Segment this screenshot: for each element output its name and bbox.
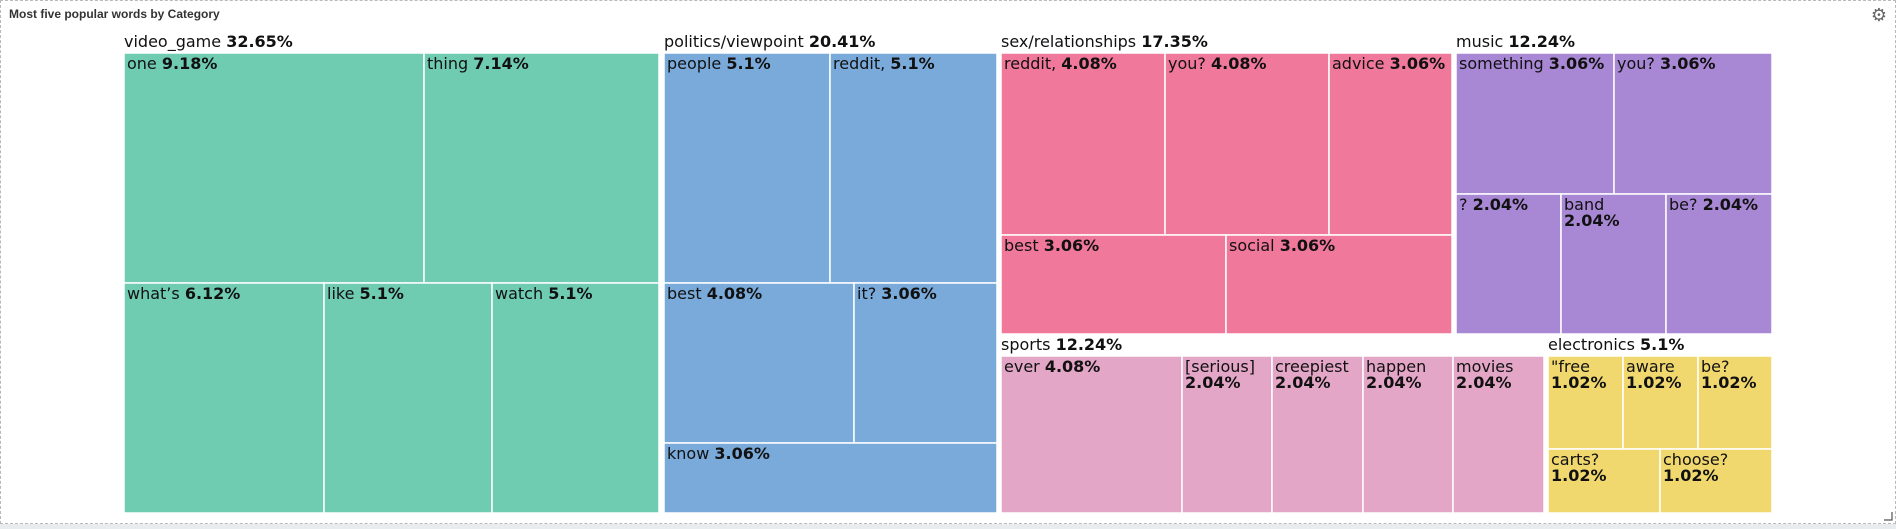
treemap-group-music: music 12.24% something 3.06% you? 3.06% ? 2… bbox=[1455, 32, 1773, 335]
treemap-tile-electronics-choose[interactable] bbox=[1659, 448, 1773, 514]
group-label-sports: sports 12.24% bbox=[1001, 335, 1122, 354]
tile-label-sex-relationships-social: social 3.06% bbox=[1229, 236, 1335, 255]
treemap-tile-sports-serious[interactable] bbox=[1181, 355, 1273, 514]
treemap-tile-music-be[interactable] bbox=[1665, 193, 1773, 335]
tile-label-video-game-one: one 9.18% bbox=[127, 54, 217, 73]
treemap-tile-politics-viewpoint-best[interactable] bbox=[663, 282, 855, 444]
group-label-sex-relationships: sex/relationships 17.35% bbox=[1001, 32, 1208, 51]
tile-label-music-item: ? 2.04% bbox=[1459, 195, 1528, 214]
tile-label-music-something: something 3.06% bbox=[1459, 54, 1604, 73]
tile-label-politics-viewpoint-it: it? 3.06% bbox=[857, 284, 937, 303]
treemap-tile-politics-viewpoint-it[interactable] bbox=[853, 282, 998, 444]
treemap-tile-video-game-like[interactable] bbox=[323, 282, 493, 514]
treemap-tile-video-game-watch[interactable] bbox=[491, 282, 660, 514]
treemap-tile-sex-relationships-best[interactable] bbox=[1000, 234, 1227, 335]
treemap-tile-electronics-aware[interactable] bbox=[1622, 355, 1699, 450]
group-label-music: music 12.24% bbox=[1456, 32, 1575, 51]
tile-label-video-game-like: like 5.1% bbox=[327, 284, 404, 303]
resize-handle-icon[interactable] bbox=[1883, 511, 1893, 521]
tile-label-sex-relationships-reddit: reddit, 4.08% bbox=[1004, 54, 1117, 73]
treemap-tile-sports-creepiest[interactable] bbox=[1271, 355, 1364, 514]
tile-label-politics-viewpoint-reddit: reddit, 5.1% bbox=[833, 54, 935, 73]
treemap-tile-music-you[interactable] bbox=[1613, 52, 1773, 195]
treemap-tile-sex-relationships-social[interactable] bbox=[1225, 234, 1453, 335]
tile-label-music-you: you? 3.06% bbox=[1617, 54, 1716, 73]
treemap-tile-sex-relationships-advice[interactable] bbox=[1328, 52, 1453, 236]
treemap-tile-politics-viewpoint-reddit[interactable] bbox=[829, 52, 998, 284]
treemap-tile-music-item[interactable] bbox=[1455, 193, 1562, 335]
tile-label-sex-relationships-advice: advice 3.06% bbox=[1332, 54, 1445, 73]
tile-label-electronics-be: be? 1.02% bbox=[1701, 357, 1757, 392]
tile-label-sports-ever: ever 4.08% bbox=[1004, 357, 1100, 376]
tile-label-politics-viewpoint-best: best 4.08% bbox=[667, 284, 762, 303]
panel-title: Most five popular words by Category bbox=[9, 7, 220, 21]
tile-label-politics-viewpoint-people: people 5.1% bbox=[667, 54, 771, 73]
treemap-group-sex-relationships: sex/relationships 17.35% reddit, 4.08% you… bbox=[1000, 32, 1453, 335]
tile-label-sports-movies: movies 2.04% bbox=[1456, 357, 1513, 392]
treemap-tile-sports-ever[interactable] bbox=[1000, 355, 1183, 514]
treemap-tile-electronics-be[interactable] bbox=[1697, 355, 1773, 450]
treemap-tile-electronics-carts[interactable] bbox=[1547, 448, 1661, 514]
group-label-electronics: electronics 5.1% bbox=[1548, 335, 1684, 354]
tile-label-politics-viewpoint-know: know 3.06% bbox=[667, 444, 770, 463]
treemap-group-video-game: video_game 32.65% one 9.18% thing 7.14% wha… bbox=[123, 32, 660, 514]
treemap-tile-video-game-thing[interactable] bbox=[423, 52, 660, 284]
treemap-tile-politics-viewpoint-know[interactable] bbox=[663, 442, 998, 514]
tile-label-sports-creepiest: creepiest 2.04% bbox=[1275, 357, 1349, 392]
tile-label-sex-relationships-best: best 3.06% bbox=[1004, 236, 1099, 255]
treemap-tile-music-something[interactable] bbox=[1455, 52, 1615, 195]
tile-label-sports-serious: [serious] 2.04% bbox=[1185, 357, 1255, 392]
treemap-tile-video-game-one[interactable] bbox=[123, 52, 425, 284]
tile-label-video-game-thing: thing 7.14% bbox=[427, 54, 529, 73]
tile-label-electronics-aware: aware 1.02% bbox=[1626, 357, 1682, 392]
treemap-group-politics-viewpoint: politics/viewpoint 20.41% people 5.1% redd… bbox=[663, 32, 998, 514]
group-label-video-game: video_game 32.65% bbox=[124, 32, 293, 52]
treemap-group-sports: sports 12.24% ever 4.08% [serious] 2.04% cre… bbox=[1000, 335, 1545, 514]
tile-label-sex-relationships-you: you? 4.08% bbox=[1168, 54, 1267, 73]
treemap-tile-sex-relationships-you[interactable] bbox=[1164, 52, 1330, 236]
tile-label-video-game-what-s: what’s 6.12% bbox=[127, 284, 240, 303]
tile-label-video-game-watch: watch 5.1% bbox=[495, 284, 593, 303]
treemap-tile-sex-relationships-reddit[interactable] bbox=[1000, 52, 1166, 236]
tile-label-electronics-carts: carts? 1.02% bbox=[1551, 450, 1607, 485]
tile-label-electronics-choose: choose? 1.02% bbox=[1663, 450, 1728, 485]
treemap-group-electronics: electronics 5.1% "free 1.02% aware 1.02% be? 1… bbox=[1547, 335, 1773, 514]
tile-label-music-band: band 2.04% bbox=[1564, 195, 1620, 230]
treemap-tile-sports-movies[interactable] bbox=[1452, 355, 1545, 514]
treemap-tile-music-band[interactable] bbox=[1560, 193, 1667, 335]
group-label-politics-viewpoint: politics/viewpoint 20.41% bbox=[664, 32, 875, 51]
treemap-tile-sports-happen[interactable] bbox=[1362, 355, 1454, 514]
treemap-tile-video-game-what-s[interactable] bbox=[123, 282, 325, 514]
treemap-tile-politics-viewpoint-people[interactable] bbox=[663, 52, 831, 284]
tile-label-sports-happen: happen 2.04% bbox=[1366, 357, 1426, 392]
gear-icon[interactable]: ⚙ bbox=[1870, 5, 1888, 26]
tile-label-music-be: be? 2.04% bbox=[1669, 195, 1758, 214]
tile-label-electronics-free: "free 1.02% bbox=[1551, 357, 1607, 392]
